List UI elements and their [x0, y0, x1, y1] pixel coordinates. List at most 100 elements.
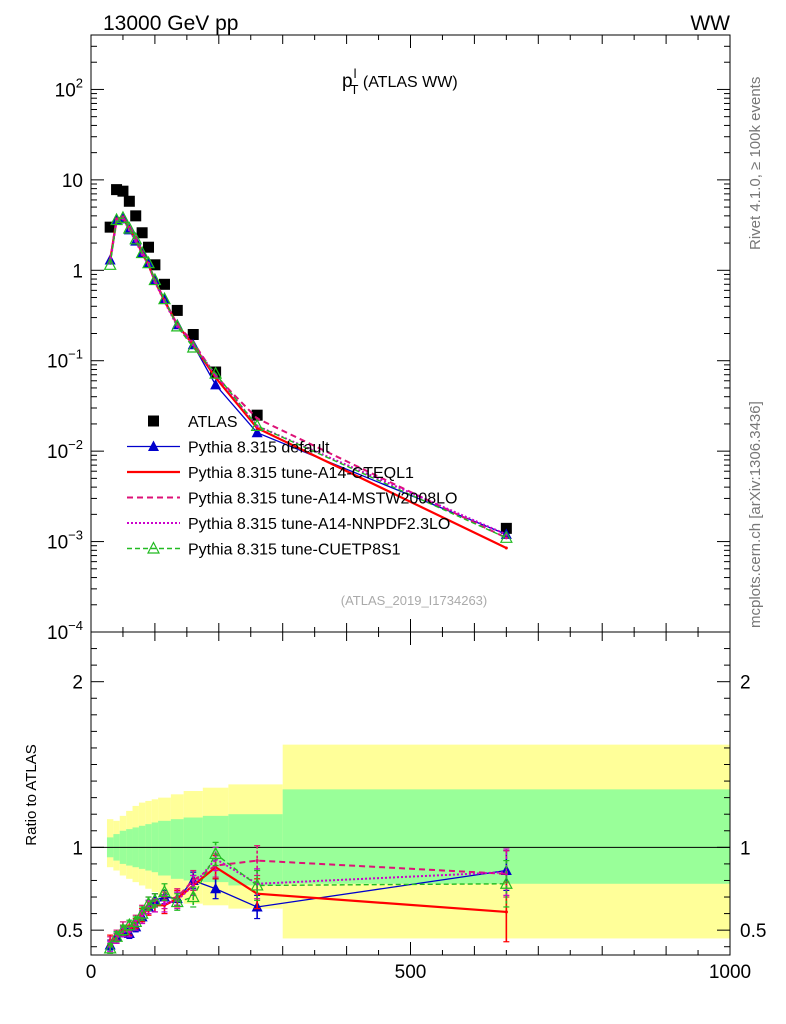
main-plot-ticks: [90, 34, 731, 633]
ratio-y-tick-label-right: 1: [740, 838, 751, 859]
ratio-point-cuetp: [142, 896, 156, 909]
legend-entry-data: ATLAS: [148, 414, 238, 431]
legend-label: Pythia 8.315 tune-A14-CTEQL1: [188, 465, 414, 482]
ratio-line-cuetp: [109, 852, 507, 949]
ratio-bands: [91, 744, 730, 939]
analysis-tag: (ATLAS_2019_I1734263): [341, 593, 487, 608]
ratio-point-cuetp: [499, 876, 513, 889]
data-point-cuetp: [157, 291, 171, 305]
legend-marker: [148, 440, 159, 451]
ratio-point-cuetp: [103, 941, 117, 954]
data-point-data: [171, 304, 183, 316]
data-point-data: [123, 195, 135, 207]
main-plot-frame: [90, 34, 731, 633]
legend-marker: [147, 541, 160, 554]
legend-entry-cteq: Pythia 8.315 tune-A14-CTEQL1: [127, 465, 414, 482]
legend-label: Pythia 8.315 tune-A14-MSTW2008LO: [188, 491, 457, 508]
series-line-cuetp: [109, 217, 507, 539]
uncertainty-band-green: [170, 819, 184, 879]
ratio-plot-tick-labels: 0.5 0.5 1 1 2 2 0 500 1000: [57, 673, 767, 983]
x-tick-label: 1000: [709, 962, 751, 983]
ratio-y-axis-label: Ratio to ATLAS: [23, 744, 40, 845]
ratio-y-tick-label: 0.5: [57, 921, 83, 942]
data-point-data: [117, 185, 129, 197]
header-left-label: 13000 GeV pp: [103, 12, 238, 35]
y-tick-label: 1: [72, 261, 83, 282]
legend-entry-default: Pythia 8.315 default: [127, 440, 330, 457]
ratio-point-default: [210, 882, 222, 894]
data-point-default: [210, 378, 222, 390]
ratio-point-cuetp: [135, 906, 149, 919]
ratio-plot-marks: [103, 841, 513, 954]
uncertainty-band-green: [183, 817, 203, 881]
y-tick-label: 10−1: [47, 347, 83, 373]
data-point-cuetp: [116, 210, 130, 223]
header-right-label: WW: [690, 12, 730, 35]
data-point-cuetp: [103, 257, 117, 270]
data-point-cteq: [504, 546, 508, 550]
main-plot: 102 10 1 10−1 10−2 10−3 10−4 pl T (ATLAS WW) (A…: [47, 34, 731, 644]
data-point-data: [130, 210, 142, 222]
y-tick-label: 10−2: [47, 437, 83, 463]
data-point-cuetp: [142, 255, 156, 269]
data-point-data: [149, 259, 161, 271]
data-point-cteq: [255, 426, 259, 430]
legend-entry-nnpdf: Pythia 8.315 tune-A14-NNPDF2.3LO: [127, 516, 450, 533]
data-point-cuetp: [186, 340, 200, 353]
main-plot-y-tick-labels: 102 10 1 10−1 10−2 10−3 10−4: [47, 75, 83, 644]
data-point-cuetp: [209, 366, 223, 379]
y-tick-label: 10−4: [47, 618, 83, 644]
ratio-point-cuetp: [110, 929, 124, 942]
ratio-y-tick-label: 1: [72, 838, 83, 859]
series-line-nnpdf: [109, 217, 507, 536]
ratio-plot: 0.5 0.5 1 1 2 2 0 500 1000 Ratio to ATLAS: [23, 631, 767, 983]
data-point-data: [158, 278, 170, 290]
data-point-default: [251, 426, 263, 438]
uncertainty-band-green: [158, 820, 171, 876]
y-tick-label: 102: [55, 75, 83, 101]
legend-label: Pythia 8.315 tune-CUETP8S1: [188, 542, 401, 559]
ratio-point-cuetp: [170, 894, 184, 908]
legend-marker: [148, 415, 159, 427]
legend: ATLAS Pythia 8.315 default Pythia 8.315 tu…: [127, 414, 457, 559]
ratio-point-cuetp: [129, 914, 143, 927]
data-point-data: [111, 184, 123, 196]
plot-title: pl T (ATLAS WW): [342, 66, 458, 97]
legend-label: Pythia 8.315 default: [188, 440, 330, 457]
ratio-point-nnpdf: [127, 930, 131, 934]
data-point-cuetp: [170, 319, 184, 332]
legend-entry-mstw: Pythia 8.315 tune-A14-MSTW2008LO: [127, 491, 457, 508]
ratio-y-tick-label-right: 0.5: [740, 921, 766, 942]
ratio-point-nnpdf: [191, 883, 195, 888]
main-plot-marks: [103, 184, 513, 550]
data-point-nnpdf: [134, 239, 138, 243]
ratio-y-tick-label: 2: [72, 673, 83, 694]
ratio-point-cuetp: [209, 846, 223, 860]
data-point-data: [251, 409, 263, 421]
data-point-cuetp: [122, 221, 136, 234]
ratio-point-cuetp: [122, 917, 136, 931]
ratio-point-cuetp: [250, 878, 264, 891]
side-label-top: Rivet 4.1.0, ≥ 100k events: [747, 77, 764, 250]
data-point-cuetp: [499, 530, 513, 543]
legend-label: Pythia 8.315 tune-A14-NNPDF2.3LO: [188, 516, 450, 533]
side-label-bottom: mcplots.cern.ch [arXiv:1306.3436]: [747, 401, 764, 628]
series-line-default: [109, 218, 507, 536]
data-point-mstw: [255, 416, 259, 420]
data-point-data: [136, 227, 148, 239]
legend-label: ATLAS: [188, 414, 238, 431]
ratio-point-nnpdf: [162, 902, 167, 906]
ratio-point-cteq: [504, 910, 508, 914]
uncertainty-band-green: [228, 814, 283, 886]
ratio-point-mstw: [255, 858, 259, 863]
x-tick-label: 500: [395, 962, 427, 983]
ratio-point-cuetp: [157, 884, 171, 898]
data-point-cuetp: [129, 232, 143, 245]
data-point-cuetp: [250, 418, 264, 432]
ratio-point-cuetp: [186, 889, 200, 903]
data-point-mstw: [504, 536, 508, 540]
y-tick-label: 10: [62, 171, 83, 192]
ratio-point-cuetp: [148, 893, 162, 906]
x-tick-label: 0: [86, 962, 97, 983]
